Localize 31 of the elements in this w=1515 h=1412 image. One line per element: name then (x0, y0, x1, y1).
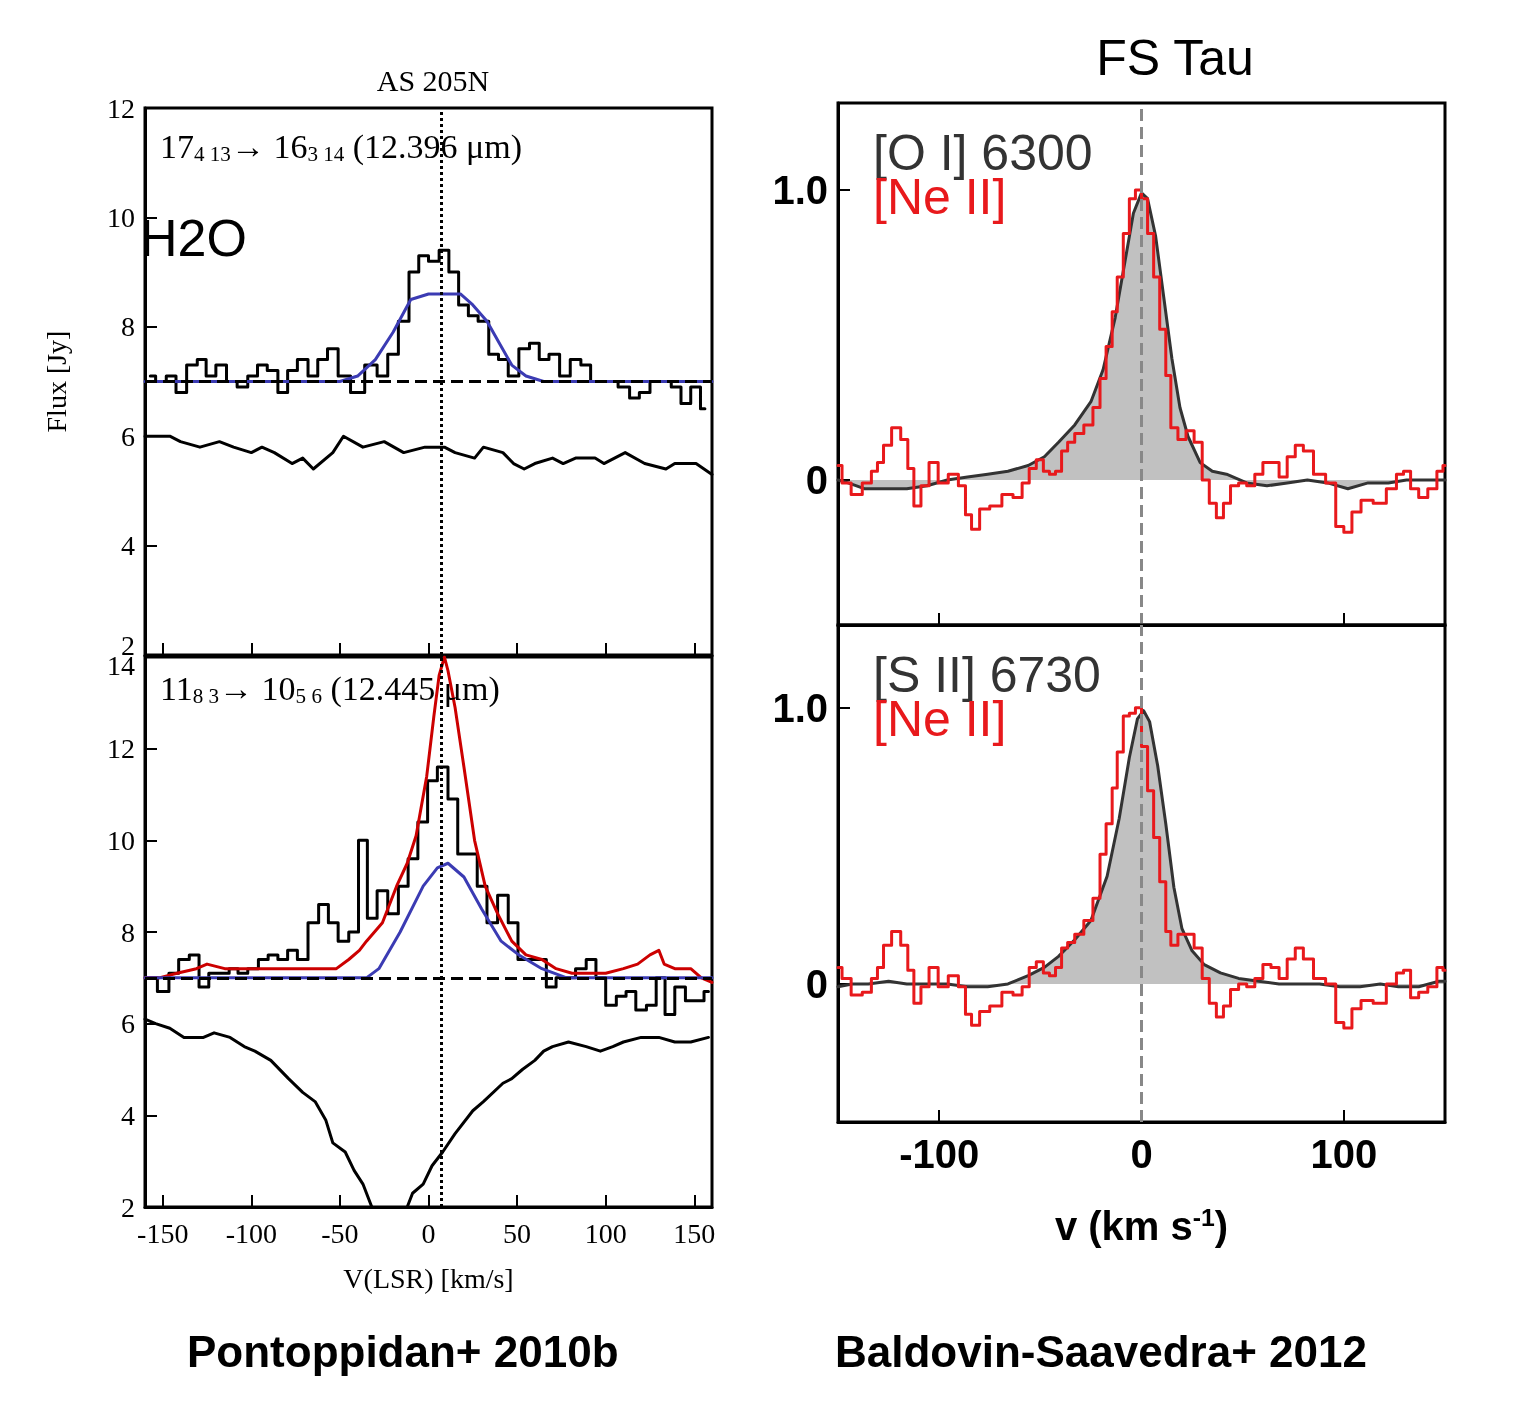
x-tick-label: 50 (503, 1217, 532, 1249)
y-tick-label: 4 (121, 1099, 135, 1131)
x-axis-title: V(LSR) [km/s] (343, 1262, 514, 1294)
y-tick-label: 2 (121, 1191, 135, 1223)
y-axis-title: Flux [Jy] (41, 330, 73, 433)
y-tick-label: 12 (107, 92, 135, 124)
y-tick-label: 0 (805, 961, 828, 1006)
x-tick-label: 150 (673, 1217, 716, 1249)
x-tick-label: 0 (421, 1217, 436, 1249)
y-tick-label: 8 (121, 311, 135, 343)
x-tick-label: 100 (1310, 1132, 1378, 1176)
text: Baldovin-Saavedra+ 2012 (835, 1327, 1367, 1377)
x-tick-label: -150 (137, 1217, 189, 1249)
text: Pontoppidan+ 2010b (187, 1327, 619, 1377)
y-tick-label: 0 (805, 458, 828, 502)
x-tick-label: -100 (225, 1217, 277, 1249)
y-tick-label: 10 (107, 824, 135, 856)
y-tick-label: 6 (121, 1008, 135, 1040)
y-tick-label: 10 (107, 201, 135, 233)
x-tick-label: 0 (1130, 1132, 1153, 1176)
x-tick-label: -100 (899, 1132, 980, 1176)
chart-title: AS 205N (376, 63, 490, 97)
y-tick-label: 8 (121, 916, 135, 948)
y-tick-label: 12 (107, 733, 135, 765)
chart-title: FS Tau (1096, 30, 1254, 86)
y-tick-label: 6 (121, 420, 135, 452)
x-tick-label: 100 (584, 1217, 627, 1249)
y-tick-label: 1.0 (772, 685, 828, 730)
y-tick-label: 1.0 (772, 168, 828, 212)
y-tick-label: 4 (121, 530, 135, 562)
x-tick-label: -50 (321, 1217, 359, 1249)
